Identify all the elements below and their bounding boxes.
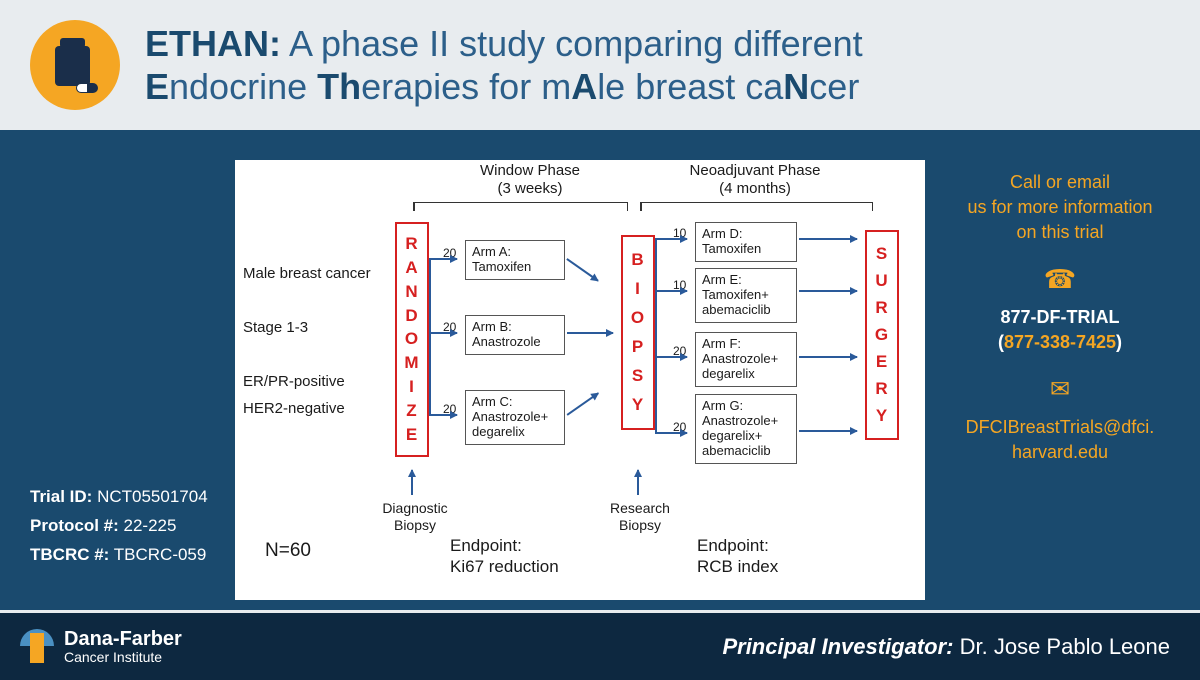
phase1-bracket — [413, 202, 628, 210]
contact-panel: Call or email us for more information on… — [950, 160, 1170, 600]
uparrow-2 — [637, 470, 639, 495]
pi: Principal Investigator: Dr. Jose Pablo L… — [722, 634, 1170, 660]
phase2-bracket — [640, 202, 873, 210]
phase2-label: Neoadjuvant Phase(4 months) — [675, 162, 835, 198]
phase1-label: Window Phase(3 weeks) — [460, 162, 600, 198]
phone-number: 877-DF-TRIAL(877-338-7425) — [950, 305, 1170, 355]
arm-g: Arm G:Anastrozole+degarelix+abemaciclib — [695, 394, 797, 464]
endpoint-2: Endpoint:RCB index — [697, 535, 778, 578]
org-logo: Dana-Farber Cancer Institute — [20, 628, 182, 665]
diag-biopsy-label: DiagnosticBiopsy — [375, 500, 455, 534]
trial-icon — [30, 20, 120, 110]
phone-icon: ☎ — [950, 261, 1170, 297]
endpoint-1: Endpoint:Ki67 reduction — [450, 535, 559, 578]
email-address: DFCIBreastTrials@dfci. harvard.edu — [950, 415, 1170, 465]
footer: Dana-Farber Cancer Institute Principal I… — [0, 610, 1200, 680]
middle: Trial ID: NCT05501704 Protocol #: 22-225… — [0, 130, 1200, 610]
trial-meta: Trial ID: NCT05501704 Protocol #: 22-225… — [30, 160, 210, 600]
email-icon: ✉ — [950, 373, 1170, 407]
n-total: N=60 — [265, 540, 311, 562]
header: ETHAN: A phase II study comparing differ… — [0, 0, 1200, 130]
arm-b: Arm B:Anastrozole — [465, 315, 565, 355]
uparrow-1 — [411, 470, 413, 495]
cta-text: Call or email us for more information on… — [950, 170, 1170, 246]
arm-d: Arm D:Tamoxifen — [695, 222, 797, 262]
title: ETHAN: A phase II study comparing differ… — [145, 22, 863, 108]
study-diagram: Window Phase(3 weeks) Neoadjuvant Phase(… — [235, 160, 925, 600]
logo-mark-icon — [20, 629, 54, 663]
biopsy-block: BIOPSY — [621, 235, 655, 430]
arm-e: Arm E:Tamoxifen+abemaciclib — [695, 268, 797, 323]
arm-f: Arm F:Anastrozole+degarelix — [695, 332, 797, 387]
arm-c: Arm C:Anastrozole+degarelix — [465, 390, 565, 445]
eligibility: Male breast cancer Stage 1-3 ER/PR-posit… — [243, 260, 371, 422]
arm-a: Arm A:Tamoxifen — [465, 240, 565, 280]
res-biopsy-label: ResearchBiopsy — [600, 500, 680, 534]
surgery-block: SURGERY — [865, 230, 899, 440]
randomize-block: RANDOMIZE — [395, 222, 429, 457]
